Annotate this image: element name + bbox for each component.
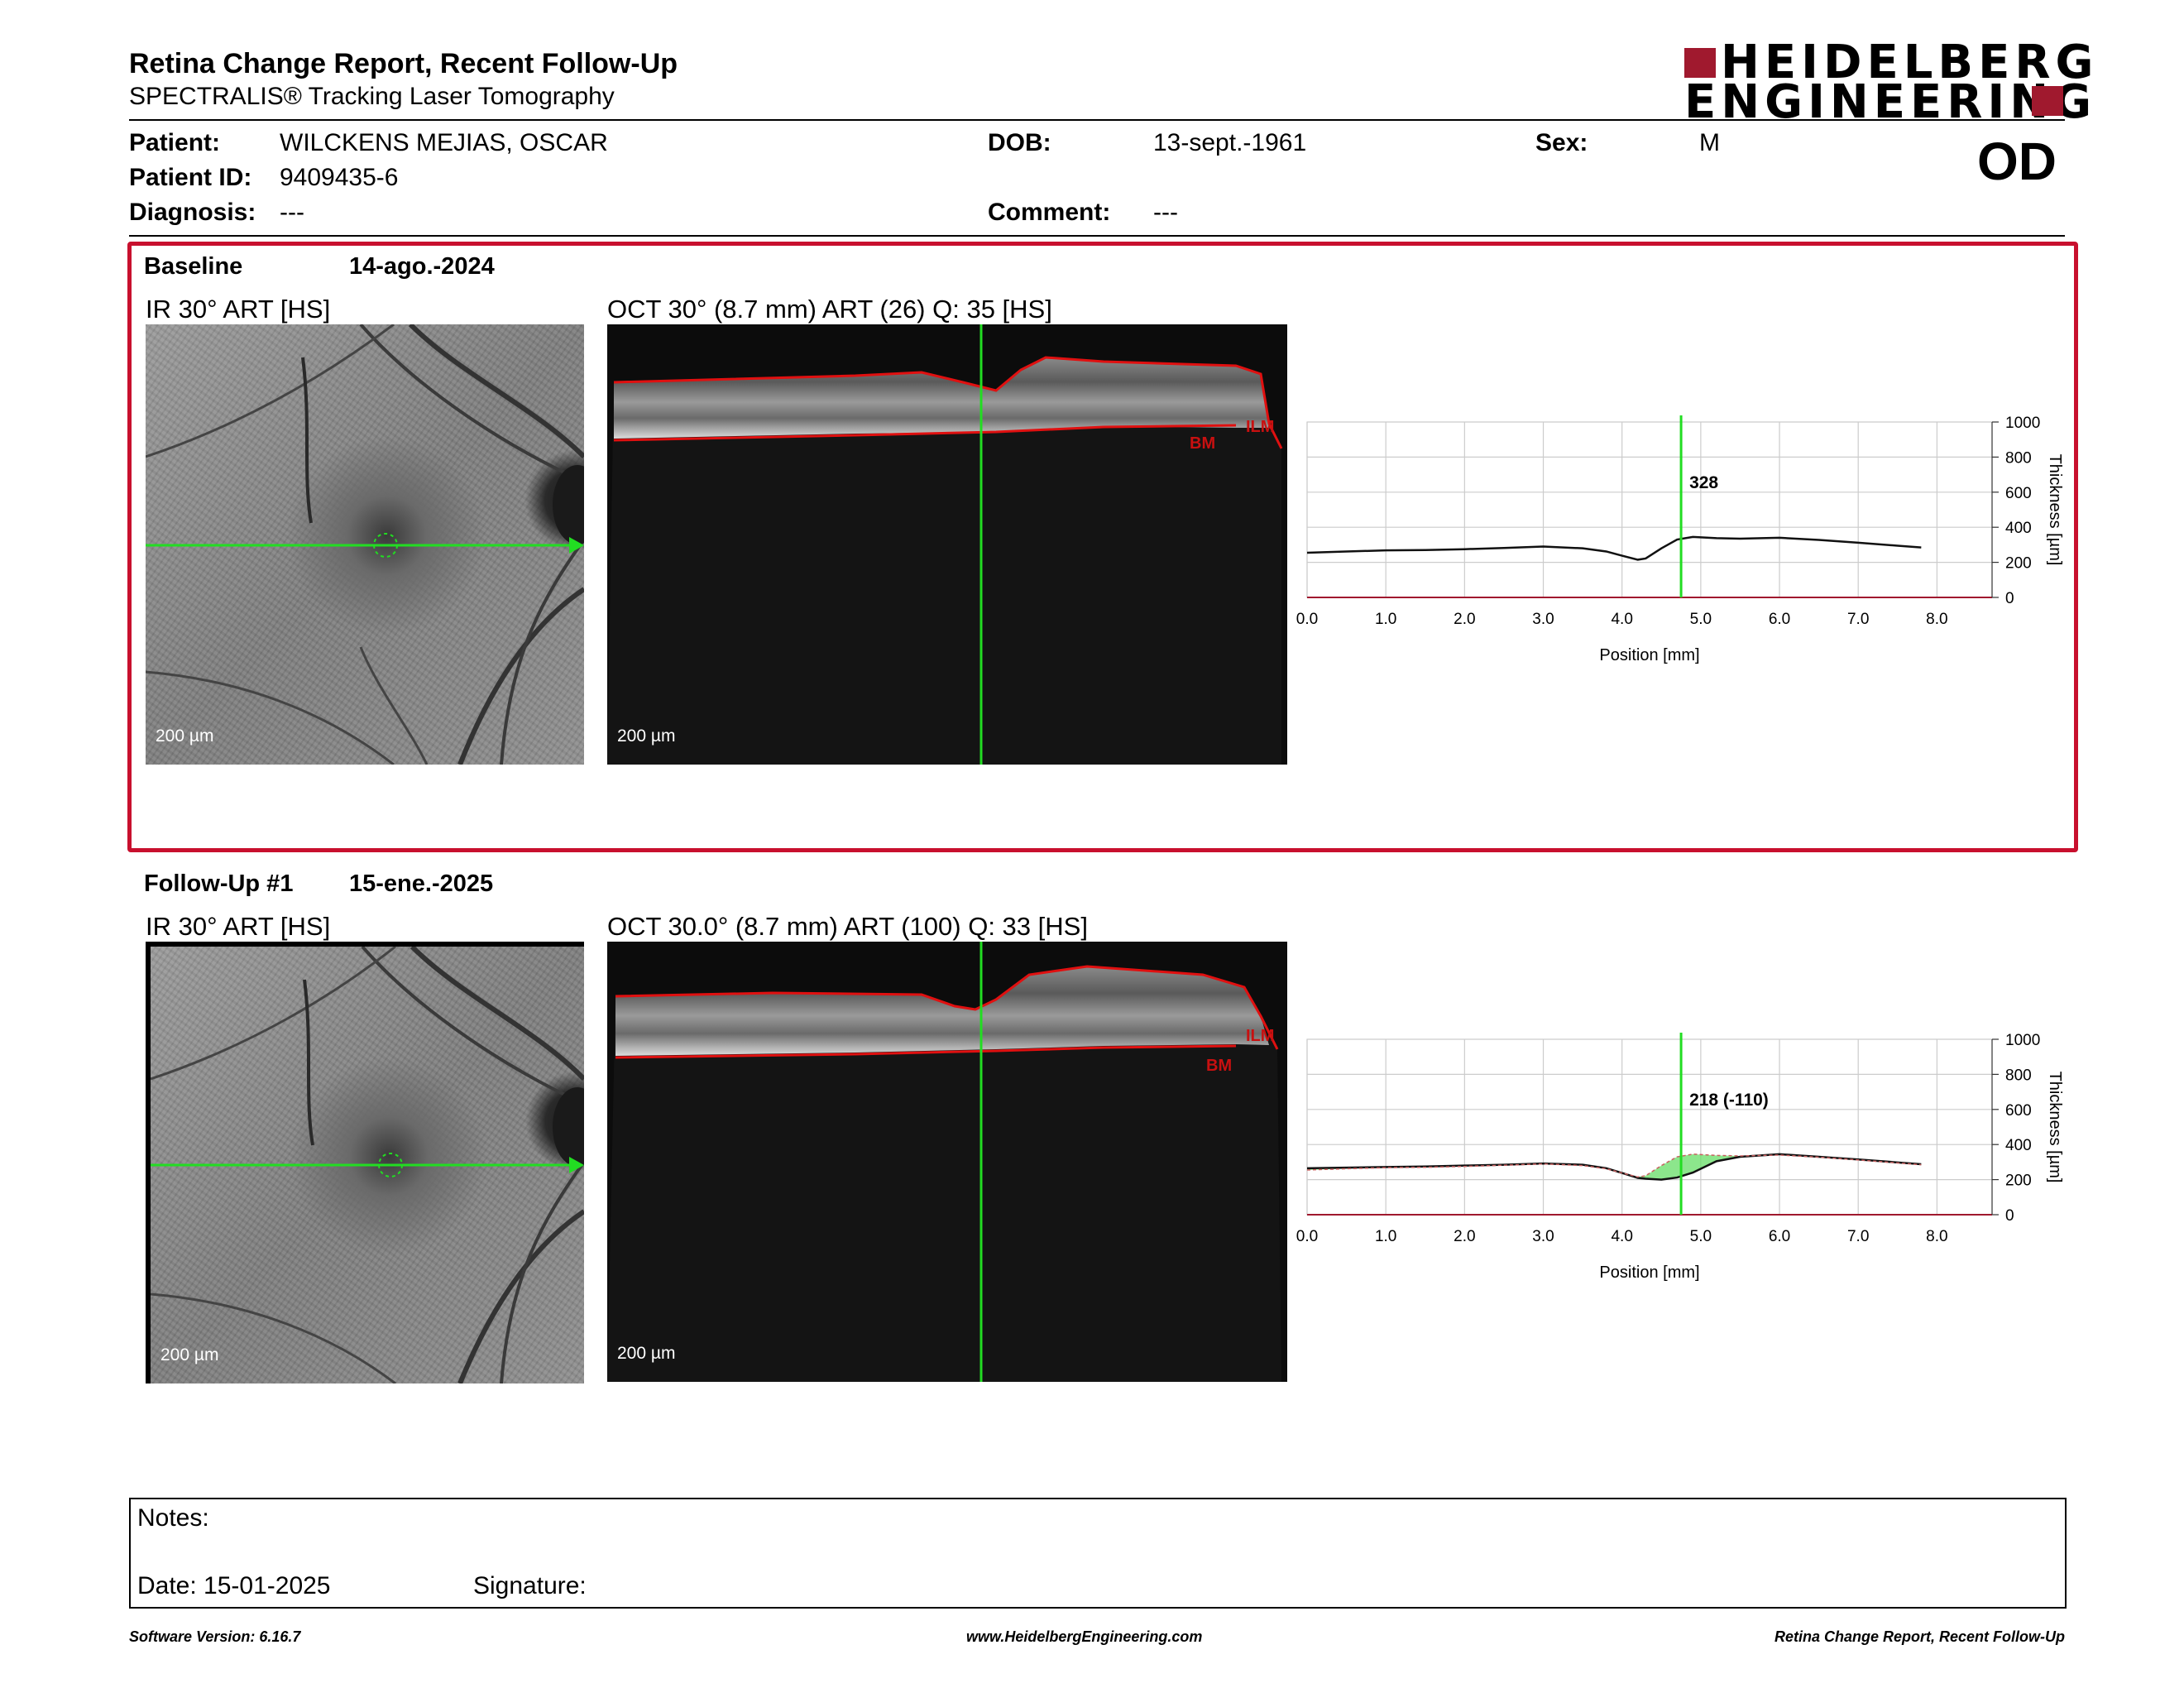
y-tick-label: 400 [2005,520,2032,537]
report-title: Retina Change Report, Recent Follow-Up [129,48,678,79]
y-tick-label: 600 [2005,485,2032,502]
baseline-section-highlight [127,242,2078,852]
signature-label: Signature: [473,1572,587,1599]
comment-value: --- [1153,199,1178,226]
notes-box: Notes: Date: 15-01-2025 Signature: [129,1498,2067,1609]
followup-bm-label: BM [1206,1057,1232,1075]
heidelberg-logo: HEIDELBERG ENGINEERING [1684,40,2093,126]
x-tick-label: 3.0 [1532,611,1554,628]
x-axis-label: Position [mm] [1599,646,1699,664]
x-tick-label: 2.0 [1454,611,1475,628]
baseline-bm-label: BM [1190,434,1215,453]
marker-value-label: 218 (-110) [1689,1091,1769,1110]
y-axis-label: Thickness [µm] [2046,454,2064,566]
x-tick-label: 0.0 [1296,1228,1318,1245]
baseline-ir-scalebar: 200 µm [156,727,214,746]
x-tick-label: 1.0 [1375,1228,1396,1245]
followup-ir-fundus-image: 200 µm [151,947,584,1383]
followup-thickness-chart: 0.0 1.0 2.0 3.0 4.0 5.0 6.0 7.0 8.0 0 200 400 600 800… [1296,1032,2064,1282]
y-tick-label: 1000 [2005,415,2040,432]
dob-value: 13-sept.-1961 [1153,129,1307,156]
baseline-thickness-line [1306,1153,1922,1178]
x-axis-label: Position [mm] [1599,1264,1699,1282]
y-tick-label: 400 [2005,1137,2032,1154]
footer-report-name: Retina Change Report, Recent Follow-Up [1774,1628,2065,1645]
y-tick-label: 800 [2005,1067,2032,1084]
baseline-ir-title: IR 30° ART [HS] [146,295,331,324]
followup-oct-scalebar: 200 µm [617,1344,676,1363]
patient-name: WILCKENS MEJIAS, OSCAR [280,129,608,156]
plot-area [1306,421,1993,598]
x-tick-label: 2.0 [1454,1228,1475,1245]
baseline-ilm-label: ILM [1246,418,1274,436]
footer-website: www.HeidelbergEngineering.com [966,1628,1203,1645]
x-tick-label: 8.0 [1926,611,1947,628]
followup-ir-scalebar: 200 µm [160,1345,219,1364]
x-tick-label: 0.0 [1296,611,1318,628]
x-tick-label: 7.0 [1847,1228,1869,1245]
followup-ilm-label: ILM [1246,1027,1274,1045]
followup-label: Follow-Up #1 [144,870,294,897]
y-tick-label: 200 [2005,555,2032,573]
y-axis-label: Thickness [µm] [2046,1072,2064,1183]
y-tick-label: 800 [2005,449,2032,467]
report-subtitle: SPECTRALIS® Tracking Laser Tomography [129,83,615,110]
baseline-fundus-vessels [146,324,584,765]
eye-label: OD [1977,132,2057,191]
baseline-oct-title: OCT 30° (8.7 mm) ART (26) Q: 35 [HS] [607,295,1052,324]
x-tick-label: 1.0 [1375,611,1396,628]
x-tick-label: 4.0 [1611,611,1632,628]
followup-fundus-vessels [151,947,584,1383]
diagnosis-label: Diagnosis: [129,199,256,226]
comment-label: Comment: [988,199,1111,226]
followup-oct-title: OCT 30.0° (8.7 mm) ART (100) Q: 33 [HS] [607,912,1088,941]
patient-id-label: Patient ID: [129,164,252,191]
x-tick-label: 7.0 [1847,611,1869,628]
dob-label: DOB: [988,129,1051,156]
followup-date: 15-ene.-2025 [349,870,494,897]
x-tick-label: 5.0 [1690,611,1712,628]
baseline-oct-layers: ILM BM [607,324,1283,765]
marker-value-label: 328 [1689,473,1718,492]
baseline-thickness-chart: 0.0 1.0 2.0 3.0 4.0 5.0 6.0 7.0 8.0 0 200 400 600 800… [1296,415,2064,664]
y-tick-label: 600 [2005,1102,2032,1120]
y-tick-label: 1000 [2005,1032,2040,1049]
baseline-oct-bscan: ILM BM 200 µm [607,324,1287,765]
baseline-label: Baseline [144,253,243,280]
logo-line1: HEIDELBERG [1721,36,2099,89]
sex-value: M [1699,129,1720,156]
patient-label: Patient: [129,129,221,156]
x-tick-label: 6.0 [1769,1228,1790,1245]
footer-software-version: Software Version: 6.16.7 [129,1628,301,1645]
x-tick-label: 8.0 [1926,1228,1947,1245]
followup-ir-title: IR 30° ART [HS] [146,912,331,941]
thickness-line [1306,535,1922,561]
date-label: Date: 15-01-2025 [137,1572,331,1599]
baseline-oct-scalebar: 200 µm [617,727,676,746]
plot-area [1306,1038,1993,1216]
x-tick-label: 4.0 [1611,1228,1632,1245]
diagnosis-value: --- [280,199,304,226]
followup-oct-bscan: ILM BM 200 µm [607,942,1287,1382]
x-tick-label: 5.0 [1690,1228,1712,1245]
notes-label: Notes: [137,1504,209,1532]
patient-id-value: 9409435-6 [280,164,399,191]
sex-label: Sex: [1535,129,1588,156]
y-tick-label: 0 [2005,1207,2014,1225]
x-tick-label: 6.0 [1769,611,1790,628]
baseline-date: 14-ago.-2024 [349,253,495,280]
y-tick-label: 0 [2005,590,2014,607]
y-tick-label: 200 [2005,1172,2032,1190]
followup-oct-layers: ILM BM [607,942,1281,1382]
followup-ir-frame: 200 µm [146,942,584,1383]
x-tick-label: 3.0 [1532,1228,1554,1245]
baseline-ir-fundus-image: 200 µm [146,324,584,765]
logo-line2: ENGINEERING [1684,75,2097,129]
